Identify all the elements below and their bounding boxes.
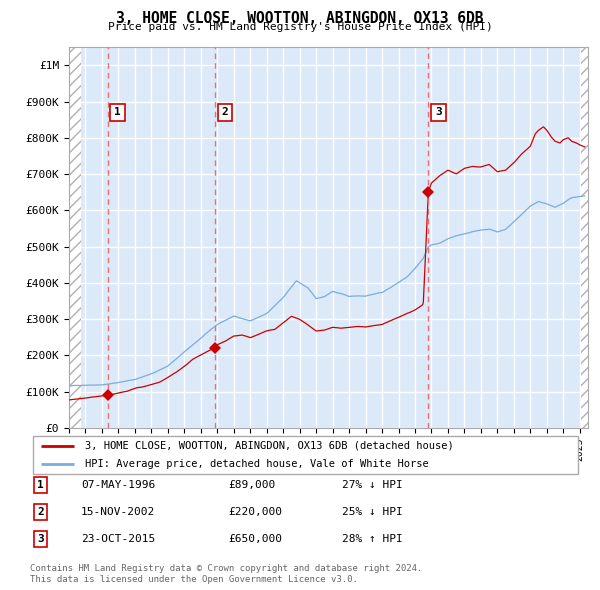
Text: 2: 2 bbox=[222, 107, 229, 117]
Text: This data is licensed under the Open Government Licence v3.0.: This data is licensed under the Open Gov… bbox=[30, 575, 358, 584]
Text: 23-OCT-2015: 23-OCT-2015 bbox=[81, 535, 155, 544]
Text: £650,000: £650,000 bbox=[228, 535, 282, 544]
Bar bbox=[581, 47, 588, 428]
Text: 28% ↑ HPI: 28% ↑ HPI bbox=[342, 535, 403, 544]
Text: 25% ↓ HPI: 25% ↓ HPI bbox=[342, 507, 403, 517]
Text: 1: 1 bbox=[37, 480, 44, 490]
Text: 3: 3 bbox=[435, 107, 442, 117]
Text: Contains HM Land Registry data © Crown copyright and database right 2024.: Contains HM Land Registry data © Crown c… bbox=[30, 564, 422, 573]
Text: 07-MAY-1996: 07-MAY-1996 bbox=[81, 480, 155, 490]
Bar bbox=[69, 47, 82, 428]
Text: 3, HOME CLOSE, WOOTTON, ABINGDON, OX13 6DB: 3, HOME CLOSE, WOOTTON, ABINGDON, OX13 6… bbox=[116, 11, 484, 25]
Text: 2: 2 bbox=[37, 507, 44, 517]
Text: 1: 1 bbox=[115, 107, 121, 117]
FancyBboxPatch shape bbox=[33, 435, 578, 474]
Text: £89,000: £89,000 bbox=[228, 480, 275, 490]
Text: 3: 3 bbox=[37, 535, 44, 544]
Text: 15-NOV-2002: 15-NOV-2002 bbox=[81, 507, 155, 517]
Text: 3, HOME CLOSE, WOOTTON, ABINGDON, OX13 6DB (detached house): 3, HOME CLOSE, WOOTTON, ABINGDON, OX13 6… bbox=[85, 441, 454, 451]
Text: Price paid vs. HM Land Registry's House Price Index (HPI): Price paid vs. HM Land Registry's House … bbox=[107, 22, 493, 32]
Text: £220,000: £220,000 bbox=[228, 507, 282, 517]
Text: HPI: Average price, detached house, Vale of White Horse: HPI: Average price, detached house, Vale… bbox=[85, 459, 429, 469]
Text: 27% ↓ HPI: 27% ↓ HPI bbox=[342, 480, 403, 490]
